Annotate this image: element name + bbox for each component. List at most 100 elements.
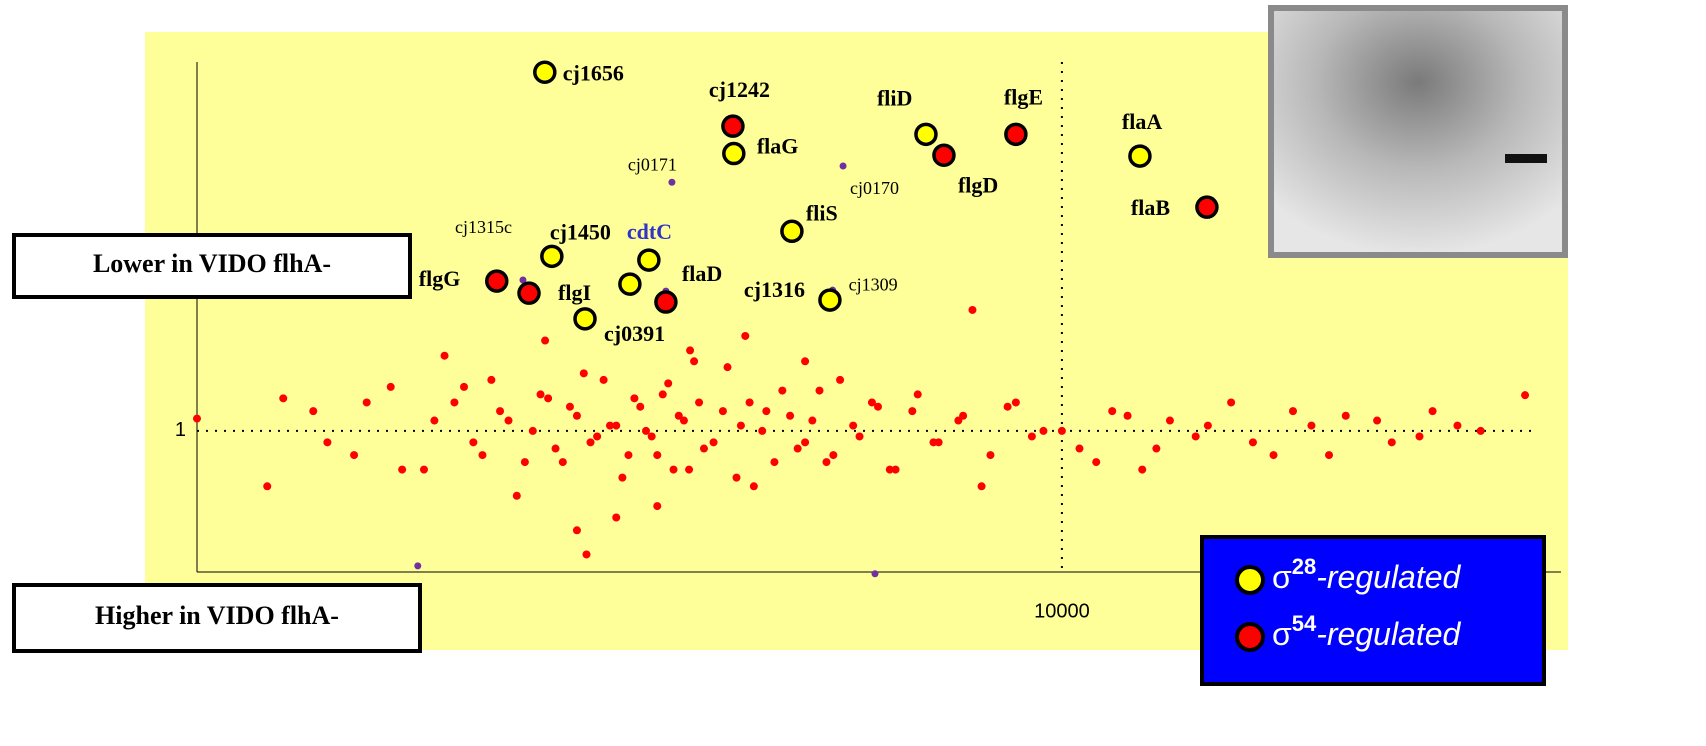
point: [653, 451, 662, 460]
legend-label: σ54-regulated: [1272, 611, 1462, 653]
point: [679, 416, 688, 425]
annotation: Lower in VIDO flhA-: [93, 249, 331, 278]
point: [1191, 432, 1200, 441]
legend-marker: [1235, 565, 1265, 595]
point: [1075, 444, 1084, 453]
point-label: flaA: [1122, 109, 1162, 134]
point: [658, 390, 667, 399]
annotation-box: [12, 583, 422, 653]
point-label: cdtC: [627, 219, 672, 244]
point: [654, 290, 678, 314]
y-tick-label: 1: [175, 419, 186, 441]
point: [1248, 438, 1257, 447]
point: [642, 426, 651, 435]
annotation-box: [12, 233, 412, 299]
point: [440, 351, 449, 360]
point: [1092, 458, 1101, 467]
legend-text: -regulated: [1316, 616, 1461, 652]
point: [891, 465, 900, 474]
point: [929, 438, 938, 447]
point: [1057, 426, 1066, 435]
point: [770, 458, 779, 467]
point: [536, 390, 545, 399]
point: [544, 394, 553, 403]
point: [1307, 421, 1316, 430]
point: [932, 143, 956, 167]
point-label: flaG: [757, 134, 799, 159]
point: [1108, 407, 1117, 416]
point: [741, 331, 750, 340]
point: [718, 407, 727, 416]
point: [519, 276, 527, 284]
point: [504, 416, 513, 425]
point: [1428, 407, 1437, 416]
point: [485, 269, 509, 293]
point: [579, 369, 588, 378]
point-label: cj1242: [709, 77, 770, 102]
point: [1011, 398, 1020, 407]
point: [1195, 195, 1219, 219]
point: [793, 444, 802, 453]
point: [874, 402, 882, 411]
point: [1203, 421, 1212, 430]
point: [605, 421, 614, 430]
point: [263, 482, 272, 491]
legend-superscript: 54: [1292, 611, 1317, 636]
point: [572, 411, 581, 420]
point: [801, 357, 810, 366]
point: [572, 526, 581, 535]
point-label: cj0171: [628, 154, 677, 174]
point: [867, 398, 876, 407]
point: [732, 473, 741, 482]
point: [398, 465, 407, 474]
point: [762, 407, 771, 416]
point: [778, 386, 787, 395]
point: [653, 502, 662, 511]
point: [954, 416, 963, 425]
point: [780, 219, 804, 244]
point: [1138, 465, 1147, 474]
point: [636, 402, 645, 411]
point: [541, 336, 550, 345]
point-label: cj1315c: [455, 217, 512, 237]
point-label: flgE: [1004, 84, 1043, 109]
point: [612, 421, 621, 430]
point: [1415, 432, 1424, 441]
point: [914, 122, 938, 147]
point: [450, 398, 459, 407]
point: [478, 451, 487, 460]
legend-marker: [1235, 622, 1265, 652]
point: [855, 432, 864, 441]
point: [736, 421, 745, 430]
point: [582, 550, 591, 559]
plot-area: 10000 1 cj0171 cj0170 cj1309 cj1315c cj1656 fli…: [175, 60, 1561, 622]
point: [885, 465, 894, 474]
x-tick-label: 10000: [1034, 600, 1090, 622]
point: [487, 375, 496, 384]
point: [279, 394, 288, 403]
point: [647, 432, 656, 441]
point-label: cj1656: [563, 60, 624, 85]
point: [1453, 421, 1462, 430]
point: [849, 421, 858, 430]
point: [758, 426, 767, 435]
scale-bar: [1505, 154, 1547, 163]
point: [1325, 451, 1334, 460]
point: [722, 141, 746, 166]
point: [618, 473, 627, 482]
legend-superscript: 28: [1292, 554, 1316, 579]
inset-image: [1268, 5, 1568, 258]
point: [386, 382, 395, 391]
point: [1387, 438, 1396, 447]
point: [630, 394, 639, 403]
point: [815, 386, 824, 395]
point: [593, 432, 602, 441]
point: [829, 451, 838, 460]
point: [533, 60, 557, 84]
point: [822, 458, 831, 467]
annotation: Higher in VIDO flhA-: [95, 601, 339, 630]
point: [669, 465, 678, 474]
point: [469, 438, 478, 447]
